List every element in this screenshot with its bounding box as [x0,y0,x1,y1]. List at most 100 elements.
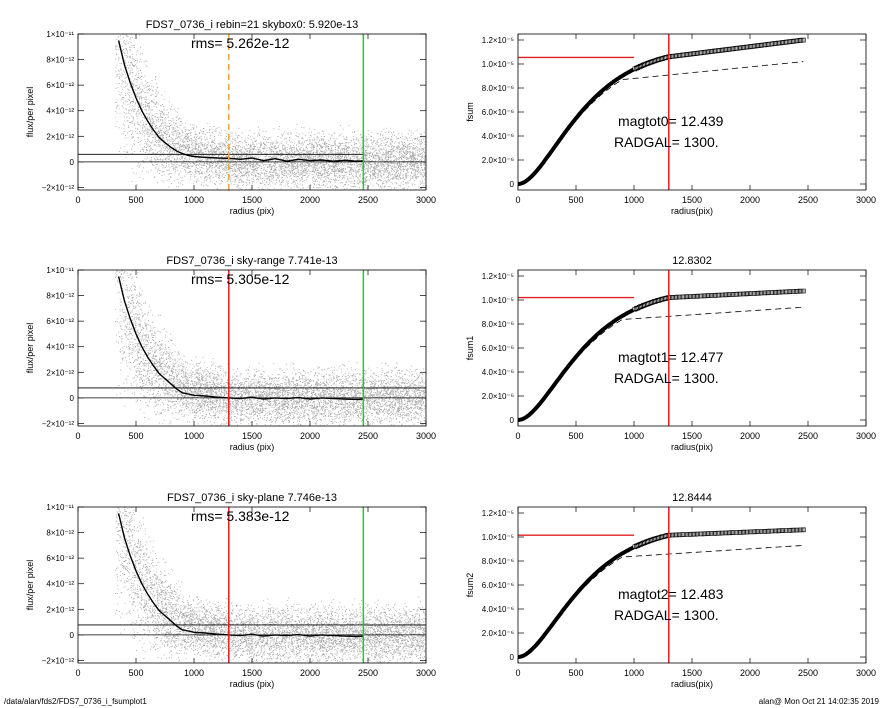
y-tick-label: 0 [70,158,75,167]
dashed-curve [518,545,804,658]
x-tick-label: 3000 [856,668,876,678]
x-tick-label: 3000 [856,431,876,441]
y-tick-label: 1.2×10⁻⁵ [482,272,514,281]
y-tick-label: 2.0×10⁻⁶ [482,156,514,165]
y-tick-label: −2×10⁻¹² [42,419,75,428]
x-tick-label: 500 [568,431,583,441]
y-axis-label: flux/per pixel [25,323,35,374]
radgal-annotation: RADGAL= 1300. [614,370,719,386]
x-tick-label: 2500 [358,668,378,678]
y-tick-label: 1.2×10⁻⁵ [482,36,514,45]
y-tick-label: 4.0×10⁻⁶ [482,132,514,141]
y-axis-label: flux/per pixel [25,560,35,611]
panel-profile-1: rms= 5.262e-12 0 500 1000 1500 2000 2500 3000 1×… [25,19,436,216]
panel-profile-3: rms= 5.383e-12 0 500 1000 1500 2000 2500 3000 1×… [25,492,436,689]
x-tick-label: 2000 [300,431,320,441]
x-tick-label: 1000 [624,195,644,205]
x-axis-label: radius(pix) [671,442,713,452]
x-tick-label: 2000 [300,668,320,678]
scatter-points [115,34,426,190]
growth-curve [518,308,635,422]
plot-area [78,507,426,663]
x-tick-label: 2000 [740,668,760,678]
y-tick-label: 0 [510,653,515,662]
x-axis-label: radius (pix) [230,206,275,216]
x-tick-label: 2000 [740,195,760,205]
x-tick-label: 500 [568,195,583,205]
y-tick-label: 4.0×10⁻⁶ [482,368,514,377]
rms-annotation: rms= 5.383e-12 [191,508,290,524]
chart-title: FDS7_0736_i rebin=21 skybox0: 5.920e-13 [146,19,359,31]
radgal-annotation: RADGAL= 1300. [614,607,719,623]
y-tick-label: 0 [70,631,75,640]
x-tick-label: 0 [75,195,80,205]
panel-curve-1: magtot0= 12.439 RADGAL= 1300. 0 500 1000 1500… [465,33,876,216]
x-tick-label: 0 [515,431,520,441]
y-axis-label: flux/per pixel [25,87,35,138]
x-axis-label: radius (pix) [230,442,275,452]
y-tick-label: 1.0×10⁻⁵ [482,533,514,542]
y-axis-label: fsum1 [465,336,475,361]
y-tick-label: 1×10⁻¹¹ [46,266,74,275]
y-axis-label: fsum2 [465,573,475,598]
y-tick-label: −2×10⁻¹² [42,183,75,192]
x-tick-label: 2000 [740,431,760,441]
plot-frame [517,506,867,664]
x-tick-label: 2500 [798,668,818,678]
x-tick-label: 1500 [242,668,262,678]
x-tick-label: 1500 [682,668,702,678]
y-tick-label: 1×10⁻¹¹ [46,30,74,39]
panel-curve-3: magtot2= 12.483 RADGAL= 1300. 0 500 1000 1500… [465,492,876,689]
panel-profile-2: rms= 5.305e-12 0 500 1000 1500 2000 2500 3000 1×… [25,255,436,452]
y-tick-label: 1.0×10⁻⁵ [482,60,514,69]
x-tick-label: 2500 [798,431,818,441]
growth-curve [518,545,635,659]
profile-line [117,513,364,638]
y-tick-label: 2×10⁻¹² [46,368,74,377]
y-tick-label: 6×10⁻¹² [46,554,74,563]
x-tick-label: 1000 [184,668,204,678]
y-tick-label: 8×10⁻¹² [46,292,74,301]
growth-markers [632,527,806,550]
growth-curve [518,67,635,186]
x-tick-label: 2500 [798,195,818,205]
footer-path: /data/alan/fds2/FDS7_0736_i_fsumplot1 [4,697,147,706]
y-tick-label: 8×10⁻¹² [46,529,74,538]
x-tick-label: 500 [128,195,143,205]
y-tick-label: 8.0×10⁻⁶ [482,320,514,329]
x-tick-label: 0 [515,668,520,678]
y-tick-label: 0 [70,394,75,403]
x-tick-label: 2500 [358,195,378,205]
y-tick-label: 1.2×10⁻⁵ [482,509,514,518]
y-tick-label: 8.0×10⁻⁶ [482,84,514,93]
x-tick-label: 1500 [242,431,262,441]
y-tick-label: 4.0×10⁻⁶ [482,605,514,614]
dashed-curve [518,306,804,421]
y-tick-label: 1×10⁻¹¹ [46,503,74,512]
x-tick-label: 3000 [416,195,436,205]
plot-area [518,34,806,190]
y-tick-label: 2.0×10⁻⁶ [482,392,514,401]
y-tick-label: 1.0×10⁻⁵ [482,296,514,305]
y-tick-label: 4×10⁻¹² [46,580,74,589]
x-tick-label: 500 [128,668,143,678]
y-tick-label: 6×10⁻¹² [46,317,74,326]
y-tick-label: 8×10⁻¹² [46,56,74,65]
y-tick-label: 4×10⁻¹² [46,343,74,352]
x-tick-label: 3000 [416,668,436,678]
x-tick-label: 0 [515,195,520,205]
x-tick-label: 0 [75,668,80,678]
growth-markers [632,288,806,312]
x-axis-label: radius(pix) [671,679,713,689]
magtot-annotation: magtot1= 12.477 [618,349,724,365]
y-tick-label: 6×10⁻¹² [46,81,74,90]
y-tick-label: 2×10⁻¹² [46,132,74,141]
y-tick-label: 8.0×10⁻⁶ [482,557,514,566]
x-tick-label: 0 [75,431,80,441]
y-tick-label: 2.0×10⁻⁶ [482,629,514,638]
magtot-annotation: magtot2= 12.483 [618,586,724,602]
x-tick-label: 3000 [856,195,876,205]
y-tick-label: 0 [510,180,515,189]
radgal-annotation: RADGAL= 1300. [614,134,719,150]
scatter-points [115,270,426,426]
